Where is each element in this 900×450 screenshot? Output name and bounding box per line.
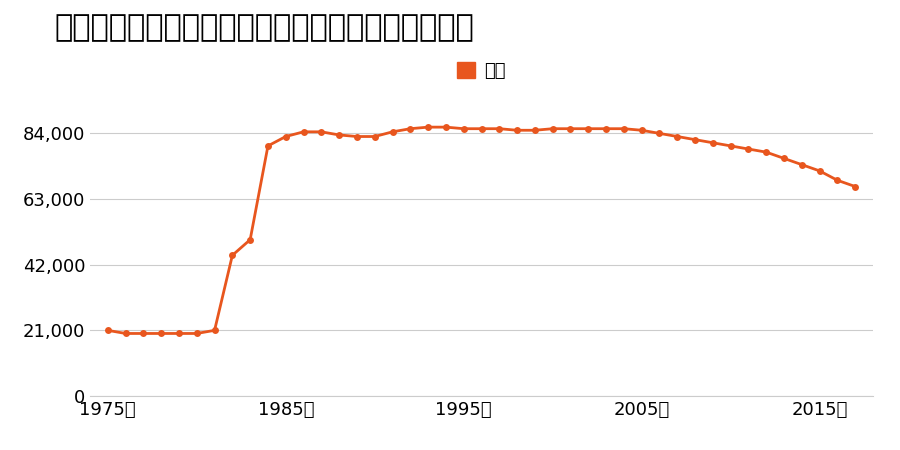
価格 [707, 140, 718, 145]
価格 [476, 126, 487, 131]
価格 [494, 126, 505, 131]
価格 [121, 331, 131, 336]
価格 [156, 331, 166, 336]
価格 [103, 328, 113, 333]
価格 [174, 331, 184, 336]
価格 [583, 126, 594, 131]
価格 [778, 156, 789, 161]
価格 [298, 129, 309, 135]
価格 [814, 168, 825, 174]
価格 [832, 178, 842, 183]
価格 [565, 126, 576, 131]
価格 [743, 146, 754, 152]
価格 [227, 252, 238, 258]
価格 [138, 331, 148, 336]
価格 [671, 134, 682, 139]
価格 [245, 237, 256, 243]
価格 [458, 126, 469, 131]
価格 [209, 328, 220, 333]
価格 [263, 143, 274, 148]
価格 [334, 132, 345, 138]
価格 [281, 134, 292, 139]
価格 [547, 126, 558, 131]
Text: 鹿児島県鹿児島市岡之原町２４１番９６の地価満移: 鹿児島県鹿児島市岡之原町２４１番９６の地価満移 [54, 14, 473, 42]
価格 [423, 125, 434, 130]
価格 [405, 126, 416, 131]
価格 [725, 143, 736, 148]
価格 [618, 126, 629, 131]
価格 [636, 127, 647, 133]
価格 [440, 125, 451, 130]
価格 [796, 162, 807, 167]
価格 [369, 134, 380, 139]
Line: 価格: 価格 [104, 124, 859, 337]
価格 [512, 127, 523, 133]
Legend: 価格: 価格 [450, 54, 513, 87]
価格 [600, 126, 611, 131]
価格 [654, 130, 665, 136]
価格 [689, 137, 700, 142]
価格 [192, 331, 202, 336]
価格 [387, 129, 398, 135]
価格 [316, 129, 327, 135]
価格 [850, 184, 860, 189]
価格 [352, 134, 363, 139]
価格 [529, 127, 540, 133]
価格 [760, 149, 771, 155]
